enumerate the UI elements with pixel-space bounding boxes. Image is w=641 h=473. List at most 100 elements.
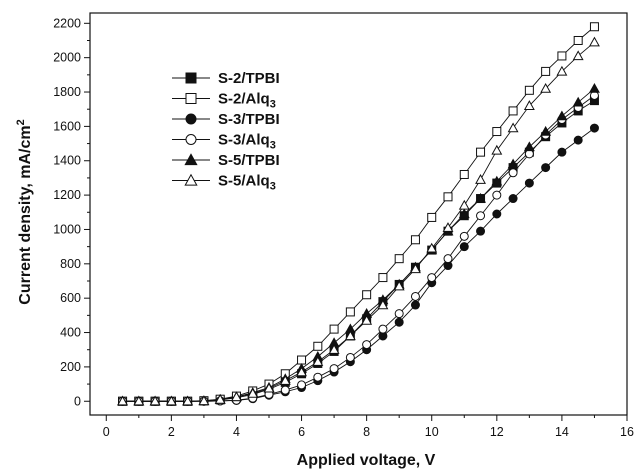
legend-marker [184,153,198,166]
data-point [557,147,567,157]
data-point [133,395,145,406]
data-point [443,192,453,202]
data-point [476,211,486,221]
legend-entry: S-3/Alq3 [172,132,276,152]
data-point [524,85,534,95]
data-point [540,125,552,136]
data-point [556,110,568,121]
data-point [492,190,502,200]
y-tick-label: 800 [60,257,81,271]
legend-entry: S-5/TPBI [172,152,280,169]
data-point [231,391,242,402]
legend-marker [185,93,197,104]
legend-marker [184,173,198,186]
y-tick-label: 1200 [53,188,81,202]
data-point [410,300,420,310]
data-point [410,291,420,301]
data-point [280,385,290,395]
x-tick-label: 4 [233,425,240,439]
data-point [410,263,421,274]
y-tick-label: 1000 [53,222,81,236]
data-point [524,178,534,188]
y-tick-label: 400 [60,326,81,340]
data-point [182,395,194,406]
data-point [476,147,486,157]
y-axis-label-text: Current density, mA/cm [17,125,34,304]
data-point [117,395,128,406]
y-tick-label: 2200 [53,16,81,30]
data-point [149,395,161,406]
data-point [410,235,420,245]
data-point [556,65,568,76]
x-tick-label: 8 [363,425,370,439]
series-s-5-tpbi [117,82,600,406]
data-point [573,135,583,145]
data-point [540,82,552,93]
x-tick-label: 6 [298,425,305,439]
y-tick-label: 2000 [53,51,81,65]
legend-entry: S-5/Alq3 [172,173,276,193]
legend-label: S-3/TPBI [218,111,280,128]
legend-label: S-5/TPBI [218,152,280,169]
series-s-3-tpbi [118,123,599,406]
data-point [377,299,389,310]
data-point [541,163,551,173]
legend-marker [185,72,197,84]
data-point [508,106,518,116]
data-point [297,380,307,390]
data-point [442,222,454,232]
x-tick-label: 10 [425,425,439,439]
data-point [426,242,438,253]
data-point [328,344,340,354]
x-tick-label: 2 [168,425,175,439]
y-tick-label: 0 [74,394,81,408]
data-point [491,144,503,155]
legend-entry: S-3/TPBI [172,111,280,128]
data-point [345,307,355,317]
data-point [589,22,599,32]
data-point [523,141,535,152]
data-point [165,395,177,406]
data-point [589,82,600,93]
plot-frame [89,12,628,416]
data-point [458,208,470,219]
data-point [427,273,437,283]
data-point [572,50,584,61]
data-point [475,174,486,184]
data-point [279,375,291,385]
x-tick-label: 14 [555,425,569,439]
x-tick-label: 16 [620,425,634,439]
data-point [458,199,470,210]
y-axis-label-superscript: 2 [15,119,27,125]
data-point [589,36,600,47]
y-tick-label: 1400 [53,154,81,168]
y-tick-label: 1600 [53,119,81,133]
y-tick-label: 1800 [53,85,81,99]
data-point [589,123,599,133]
data-point [329,364,339,374]
y-tick-label: 600 [60,291,81,305]
data-point [361,314,373,325]
data-point [492,209,502,219]
data-point [198,395,210,406]
data-point [572,96,584,107]
data-point [507,122,519,133]
legend-marker [185,134,197,145]
x-tick-label: 0 [103,425,110,439]
legend-entry: S-2/Alq3 [172,91,276,111]
data-point [393,280,405,291]
data-point [492,127,502,137]
data-point [247,387,259,398]
data-point [378,324,388,334]
data-point [523,100,535,110]
data-point [329,324,339,334]
data-point [394,317,404,327]
data-point [313,372,323,382]
data-point [508,194,518,204]
legend-marker [185,113,197,125]
data-point [344,330,356,341]
legend-label: S-2/Alq3 [218,91,276,111]
legend-entry: S-2/TPBI [172,70,280,87]
data-point [394,309,404,319]
